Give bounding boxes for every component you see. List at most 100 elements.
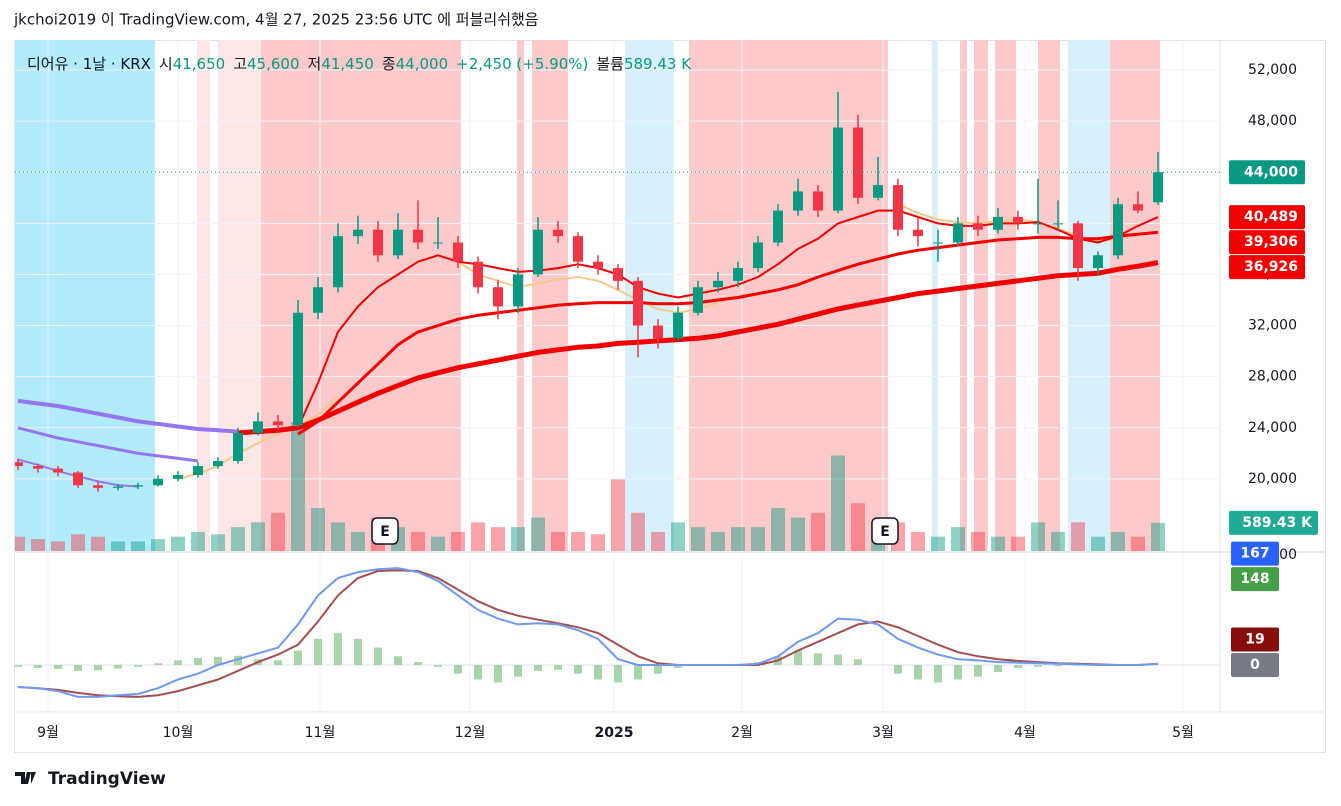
histogram-bar — [34, 664, 42, 668]
candle-body — [573, 236, 583, 262]
volume-bar — [771, 508, 785, 551]
candle-body — [113, 486, 123, 488]
legend-open-label: 시 — [159, 55, 173, 73]
candle-body — [1053, 223, 1063, 225]
histogram-bar — [114, 664, 122, 669]
legend-high: 45,600 — [247, 55, 300, 73]
candle-body — [813, 191, 823, 211]
histogram-bar — [334, 633, 342, 665]
candle-body — [313, 287, 323, 313]
candle-body — [33, 466, 43, 469]
histogram-bar — [274, 660, 282, 665]
candle-body — [273, 421, 283, 426]
candle-body — [453, 242, 463, 262]
event-marker — [871, 517, 899, 545]
moving-average — [17, 398, 239, 434]
volume-bar — [951, 527, 965, 551]
volume-bar — [1051, 531, 1065, 551]
logo-text: TradingView — [48, 769, 166, 789]
volume-bar — [291, 422, 305, 551]
volume-bar — [271, 512, 285, 551]
histogram-bar — [614, 664, 622, 683]
volume-bar — [71, 534, 85, 551]
y-tick-label: 48,000 — [1248, 113, 1297, 129]
volume-bar — [51, 541, 65, 551]
volume-bar — [1111, 531, 1125, 551]
legend-volume: 589.43 K — [624, 55, 692, 73]
legend-low-label: 저 — [308, 55, 322, 73]
x-tick-label: 12월 — [455, 725, 486, 741]
volume-bar — [91, 536, 105, 551]
x-tick-label: 4월 — [1014, 725, 1036, 741]
legend: 디어유 · 1날 · KRX 시41,650 고45,600 저41,450 종44,0… — [27, 55, 692, 73]
volume-bar — [651, 531, 665, 551]
candle-body — [353, 229, 363, 237]
candle-body — [473, 261, 483, 288]
macd-label: 167 — [1240, 546, 1269, 562]
macd-label-box — [1231, 567, 1279, 592]
x-tick-label: 10월 — [163, 725, 194, 741]
candle-body — [713, 280, 723, 288]
volume-bar — [831, 455, 845, 551]
legend-volume-label: 볼륨 — [596, 55, 624, 73]
volume-bar — [251, 522, 265, 551]
y-tick-label: 32,000 — [1248, 318, 1297, 334]
volume-bar — [311, 508, 325, 551]
candle-body — [53, 468, 63, 473]
candle-body — [593, 261, 603, 269]
histogram-bar — [154, 663, 162, 665]
candle-body — [913, 229, 923, 237]
volume-bar — [211, 534, 225, 551]
histogram-bar — [574, 664, 582, 674]
legend-open: 41,650 — [173, 55, 226, 73]
volume-bar — [191, 531, 205, 551]
legend-high-label: 고 — [233, 55, 247, 73]
candle-body — [833, 127, 843, 211]
candle-body — [973, 223, 983, 230]
moving-average — [297, 230, 1159, 436]
histogram-bar — [394, 656, 402, 665]
volume-label: 589.43 K — [1242, 515, 1313, 531]
legend-low: 41,450 — [321, 55, 374, 73]
price-label-box — [1229, 255, 1305, 280]
volume-bar — [111, 541, 125, 551]
macd-label-box — [1231, 627, 1279, 652]
histogram-bar — [134, 664, 142, 667]
y-tick-label: 24,000 — [1248, 420, 1297, 436]
candle-body — [1013, 216, 1023, 224]
candle-body — [873, 185, 883, 198]
histogram-bar — [314, 638, 322, 665]
histogram-bar — [834, 654, 842, 665]
macd-label: 148 — [1240, 571, 1269, 587]
candle-body — [193, 466, 203, 476]
histogram-bar — [454, 664, 462, 674]
x-tick-label: 5월 — [1172, 725, 1194, 741]
histogram-bar — [214, 656, 222, 665]
candle-body — [133, 485, 143, 487]
signal-line — [17, 569, 1159, 698]
histogram-bar — [594, 664, 602, 680]
volume-bar — [331, 522, 345, 551]
histogram-bar — [15, 664, 22, 667]
macd-label: 19 — [1245, 631, 1264, 647]
volume-bar — [791, 517, 805, 551]
macd-label-box — [1231, 541, 1279, 566]
volume-bar — [15, 536, 25, 551]
candle-body — [333, 236, 343, 288]
volume-bar — [1131, 536, 1145, 551]
candle-body — [433, 242, 443, 244]
volume-bar — [1151, 522, 1165, 551]
volume-bar — [1091, 536, 1105, 551]
volume-bar — [591, 534, 605, 551]
candle-body — [153, 478, 163, 486]
candle-body — [93, 485, 103, 488]
candle-body — [933, 242, 943, 244]
macd-label: 0 — [1250, 657, 1260, 673]
histogram-bar — [434, 664, 442, 667]
volume-bar — [571, 531, 585, 551]
histogram-bar — [554, 664, 562, 670]
volume-bar — [911, 531, 925, 551]
x-tick-label: 2월 — [731, 725, 753, 741]
histogram-bar — [514, 664, 522, 677]
candle-body — [173, 475, 183, 479]
